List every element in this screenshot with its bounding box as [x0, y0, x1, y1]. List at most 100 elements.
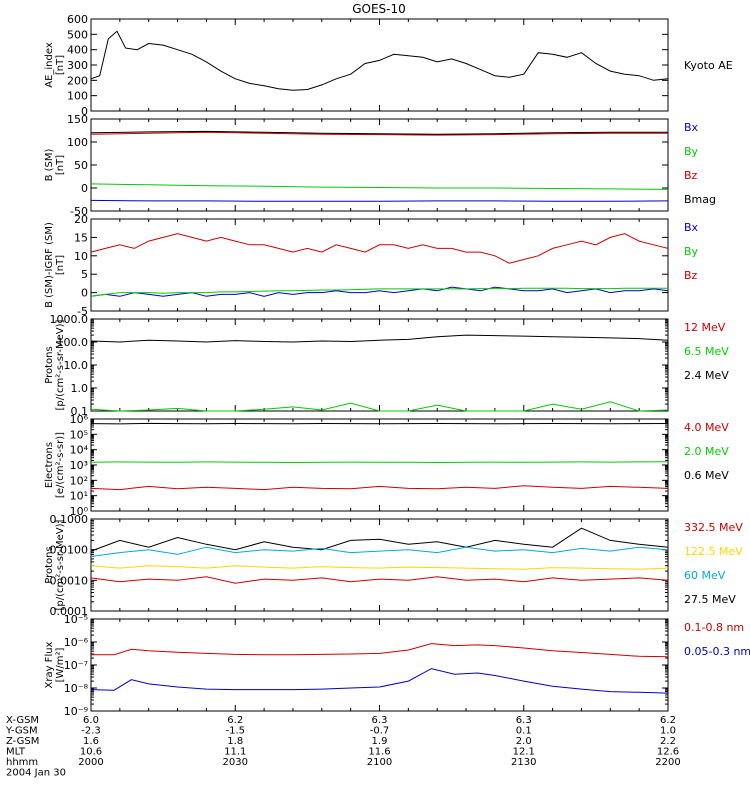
plot-frame: [90, 318, 669, 412]
x-row-value: 1.6: [83, 736, 99, 747]
legend-entry: Bz: [684, 269, 698, 282]
y-tick-label: 300: [67, 59, 88, 72]
x-row-value: 2000: [78, 757, 103, 768]
chart-title: GOES-10: [352, 2, 406, 16]
y-axis-label: B (SM)-IGRF (SM): [44, 222, 55, 308]
y-axis-label: [e/(cm²-s-sr)]: [55, 432, 66, 498]
y-tick-label: -50: [70, 205, 88, 218]
y-tick-label: 10³: [70, 459, 88, 472]
series-line: [90, 183, 669, 190]
legend-entry: 6.5 MeV: [684, 345, 729, 358]
panel-4: 0.1 1.0 10.0 100.0 1000.0 Protons [p/(cm²-s-sr…: [44, 313, 729, 418]
y-tick-label: 150: [67, 113, 88, 126]
legend-entry: Bx: [684, 221, 699, 234]
x-row-value: 2.0: [516, 736, 532, 747]
legend-entry: 4.0 MeV: [684, 421, 729, 434]
x-row-label: MLT: [6, 747, 26, 758]
series-line: [90, 668, 669, 694]
y-tick-label: 200: [67, 74, 88, 87]
x-row-value: 6.3: [372, 715, 388, 726]
y-tick-label: -5: [77, 305, 88, 318]
legend-entry: 2.4 MeV: [684, 369, 729, 382]
x-row-value: 1.0: [660, 726, 676, 737]
y-tick-label: 10⁻⁷: [64, 659, 88, 672]
legend-entry: By: [684, 145, 699, 158]
x-row-value: 11.1: [224, 747, 246, 758]
series-line: [90, 130, 668, 135]
series-line: [90, 546, 669, 557]
plot-frame: [90, 518, 669, 612]
x-row-label: hhmm: [6, 757, 38, 768]
y-tick-label: 10⁰: [70, 505, 89, 518]
x-row-value: 2130: [511, 757, 536, 768]
x-row-value: -2.3: [81, 726, 101, 737]
y-tick-label: 15: [74, 231, 88, 244]
y-axis-label: AE_index: [44, 42, 55, 88]
series-line: [90, 401, 669, 412]
x-row-value: 1.9: [372, 736, 388, 747]
y-tick-label: 100: [67, 90, 88, 103]
legend-entry: 12 MeV: [684, 321, 726, 334]
y-tick-label: 500: [67, 28, 88, 41]
x-axis-labels: X-GSM 6.0 6.2 6.3 6.3 6.2 Y-GSM -2.3 -1.5 -0.7 0.1…: [5, 715, 681, 779]
y-tick-label: 10¹: [70, 490, 88, 503]
y-axis-label: B (SM): [44, 148, 55, 181]
series-line: [90, 287, 668, 297]
y-axis-label: [p/(cm²-s-sr-MeV)]: [55, 519, 66, 610]
x-row-value: 6.0: [83, 715, 99, 726]
y-tick-label: 100.0: [57, 336, 89, 349]
series-line: [90, 461, 669, 464]
legend-entry: Bmag: [684, 193, 716, 206]
y-axis-label: Xray Flux: [44, 641, 55, 688]
y-tick-label: 1000.0: [50, 313, 89, 326]
x-row-value: 12.6: [657, 747, 679, 758]
panel-7: 10⁻⁹ 10⁻⁸ 10⁻⁷ 10⁻⁶ 10⁻⁵ Xray Flux [W/m²] 0.1-0…: [44, 613, 750, 718]
legend-entry: 60 MeV: [684, 569, 726, 582]
y-tick-label: 0: [81, 105, 88, 118]
y-axis-label: [nT]: [55, 55, 66, 75]
x-row-value: 11.6: [368, 747, 390, 758]
panel-1: 0 100 200 300 400 500 600 AE_index [nT] Kyoto AE: [44, 13, 733, 118]
series-line: [90, 334, 669, 343]
legend-entry: 2.0 MeV: [684, 445, 729, 458]
legend-entry: Bz: [684, 169, 698, 182]
y-tick-label: 10⁻⁸: [64, 682, 89, 695]
y-tick-label: 20: [74, 213, 88, 226]
y-tick-label: 10.0: [64, 359, 89, 372]
x-row-value: 2030: [223, 757, 248, 768]
x-row-value: 12.1: [513, 747, 535, 758]
x-row-value: 6.2: [227, 715, 243, 726]
series-line: [91, 643, 669, 658]
x-row-label: Y-GSM: [5, 726, 38, 737]
y-tick-label: 600: [67, 13, 88, 26]
x-row-value: 10.6: [80, 747, 102, 758]
y-tick-label: 10⁻⁶: [64, 636, 89, 649]
y-tick-label: 10: [74, 250, 88, 263]
x-row-value: 2100: [367, 757, 392, 768]
x-row-value: 2200: [655, 757, 680, 768]
y-tick-label: 5: [81, 268, 88, 281]
series-line: [90, 199, 669, 202]
y-axis-label: [nT]: [55, 155, 66, 175]
y-tick-label: 0.1000: [50, 513, 89, 526]
y-tick-label: 10⁴: [70, 444, 89, 457]
x-row-value: 1.8: [227, 736, 243, 747]
legend-entry: 122.5 MeV: [684, 545, 743, 558]
series-line: [90, 576, 669, 584]
x-row-value: 2.2: [660, 736, 676, 747]
legend-entry: Bx: [684, 121, 699, 134]
date-label: 2004 Jan 30: [6, 768, 66, 779]
panel-5: 10⁰ 10¹ 10² 10³ 10⁴ 10⁵ 10⁶ Electrons [e/(cm²-s-…: [44, 413, 729, 518]
y-axis-label: [W/m²]: [55, 647, 66, 682]
panel-6: 0.0001 0.0010 0.0100 0.1000 Protons [p/(cm²-s…: [44, 513, 743, 618]
legend-entry: Kyoto AE: [684, 59, 733, 72]
legend-entry: 27.5 MeV: [684, 593, 736, 606]
y-axis-label: Protons: [44, 346, 55, 383]
y-tick-label: 10²: [70, 474, 88, 487]
plot-frame: [90, 418, 669, 512]
x-row-value: -0.7: [370, 726, 390, 737]
plot-frame: [90, 18, 669, 112]
y-tick-label: 10⁻⁵: [64, 613, 88, 626]
series-line: [90, 286, 669, 297]
